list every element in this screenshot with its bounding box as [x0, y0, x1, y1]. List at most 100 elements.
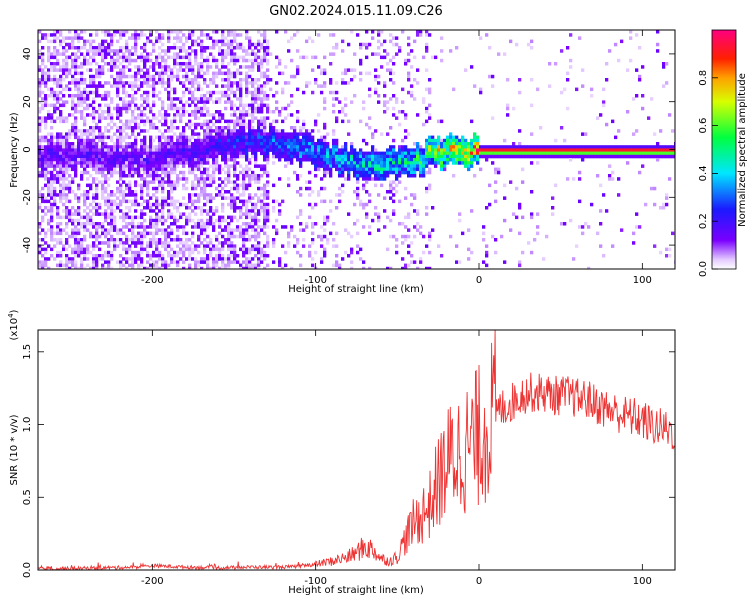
- heatmap-cell: [467, 164, 471, 168]
- heatmap-cell: [227, 129, 231, 133]
- heatmap-cell: [221, 228, 225, 232]
- heatmap-cell: [272, 129, 276, 133]
- heatmap-cell: [176, 78, 180, 82]
- heatmap-cell: [257, 263, 261, 268]
- heatmap-cell: [104, 196, 108, 200]
- heatmap-cell: [428, 167, 432, 172]
- heatmap-cell: [110, 164, 114, 168]
- heatmap-cell: [524, 145, 528, 149]
- heatmap-cell: [140, 212, 144, 216]
- heatmap-cell: [290, 126, 294, 130]
- heatmap-cell: [74, 30, 78, 34]
- heatmap-cell: [464, 145, 468, 149]
- heatmap-cell: [191, 209, 195, 213]
- heatmap-cell: [395, 250, 399, 255]
- heatmap-cell: [95, 202, 99, 207]
- heatmap-cell: [257, 30, 261, 34]
- heatmap-cell: [440, 254, 444, 258]
- heatmap-cell: [257, 180, 261, 184]
- heatmap-cell: [260, 202, 264, 207]
- heatmap-cell: [221, 180, 225, 184]
- heatmap-cell: [170, 257, 174, 261]
- heatmap-cell: [404, 167, 408, 172]
- heatmap-cell: [158, 257, 162, 261]
- heatmap-cell: [95, 84, 99, 88]
- heatmap-cell: [329, 33, 333, 37]
- heatmap-cell: [56, 116, 60, 120]
- heatmap-cell: [266, 241, 270, 245]
- heatmap-cell: [344, 228, 348, 232]
- heatmap-cell: [95, 170, 99, 175]
- heatmap-cell: [44, 71, 48, 76]
- heatmap-cell: [68, 180, 72, 184]
- heatmap-cell: [143, 135, 147, 140]
- heatmap-cell: [356, 231, 360, 236]
- heatmap-cell: [56, 158, 60, 162]
- heatmap-cell: [53, 196, 57, 200]
- heatmap-cell: [251, 78, 255, 82]
- heatmap-cell: [110, 135, 114, 140]
- heatmap-cell: [224, 164, 228, 168]
- heatmap-cell: [188, 46, 192, 50]
- heatmap-cell: [245, 138, 249, 143]
- heatmap-cell: [89, 244, 93, 248]
- heatmap-cell: [161, 209, 165, 213]
- heatmap-cell: [146, 148, 150, 152]
- heatmap-cell: [239, 84, 243, 88]
- heatmap-cell: [227, 138, 231, 143]
- heatmap-cell: [395, 238, 399, 242]
- heatmap-cell: [341, 164, 345, 168]
- heatmap-cell: [242, 241, 246, 245]
- heatmap-cell: [47, 193, 51, 197]
- heatmap-cell: [242, 222, 246, 226]
- heatmap-cell: [200, 257, 204, 261]
- heatmap-cell: [239, 103, 243, 108]
- heatmap-cell: [227, 180, 231, 184]
- heatmap-cell: [188, 158, 192, 162]
- heatmap-cell: [392, 113, 396, 117]
- heatmap-cell: [92, 39, 96, 44]
- heatmap-cell: [212, 260, 216, 264]
- heatmap-cell: [83, 167, 87, 172]
- heatmap-cell: [221, 154, 225, 159]
- heatmap-cell: [98, 180, 102, 184]
- heatmap-cell: [215, 247, 219, 252]
- heatmap-cell: [239, 110, 243, 114]
- heatmap-cell: [50, 52, 54, 56]
- heatmap-cell: [62, 148, 66, 152]
- heatmap-cell: [122, 129, 126, 133]
- heatmap-cell: [296, 145, 300, 149]
- heatmap-cell: [236, 122, 240, 127]
- heatmap-cell: [200, 154, 204, 159]
- heatmap-cell: [353, 164, 357, 168]
- heatmap-cell: [206, 46, 210, 50]
- heatmap-cell: [254, 138, 258, 143]
- heatmap-cell: [386, 158, 390, 162]
- heatmap-cell: [152, 81, 156, 85]
- heatmap-cell: [275, 199, 279, 204]
- heatmap-cell: [239, 151, 243, 156]
- heatmap-cell: [200, 142, 204, 146]
- heatmap-cell: [482, 154, 486, 159]
- heatmap-cell: [122, 225, 126, 229]
- heatmap-cell: [251, 58, 255, 63]
- heatmap-cell: [107, 231, 111, 236]
- heatmap-cell: [209, 215, 213, 220]
- heatmap-cell: [152, 263, 156, 268]
- heatmap-cell: [158, 161, 162, 165]
- heatmap-cell: [407, 174, 411, 178]
- heatmap-cell: [167, 68, 171, 72]
- heatmap-cell: [428, 113, 432, 117]
- heatmap-cell: [188, 135, 192, 140]
- heatmap-cell: [89, 202, 93, 207]
- heatmap-cell: [167, 254, 171, 258]
- heatmap-cell: [386, 151, 390, 156]
- heatmap-cell: [401, 145, 405, 149]
- heatmap-cell: [227, 154, 231, 159]
- heatmap-cell: [377, 167, 381, 172]
- heatmap-cell: [59, 177, 63, 181]
- heatmap-cell: [86, 103, 90, 108]
- heatmap-cell: [179, 238, 183, 242]
- heatmap-cell: [92, 49, 96, 53]
- heatmap-cell: [425, 46, 429, 50]
